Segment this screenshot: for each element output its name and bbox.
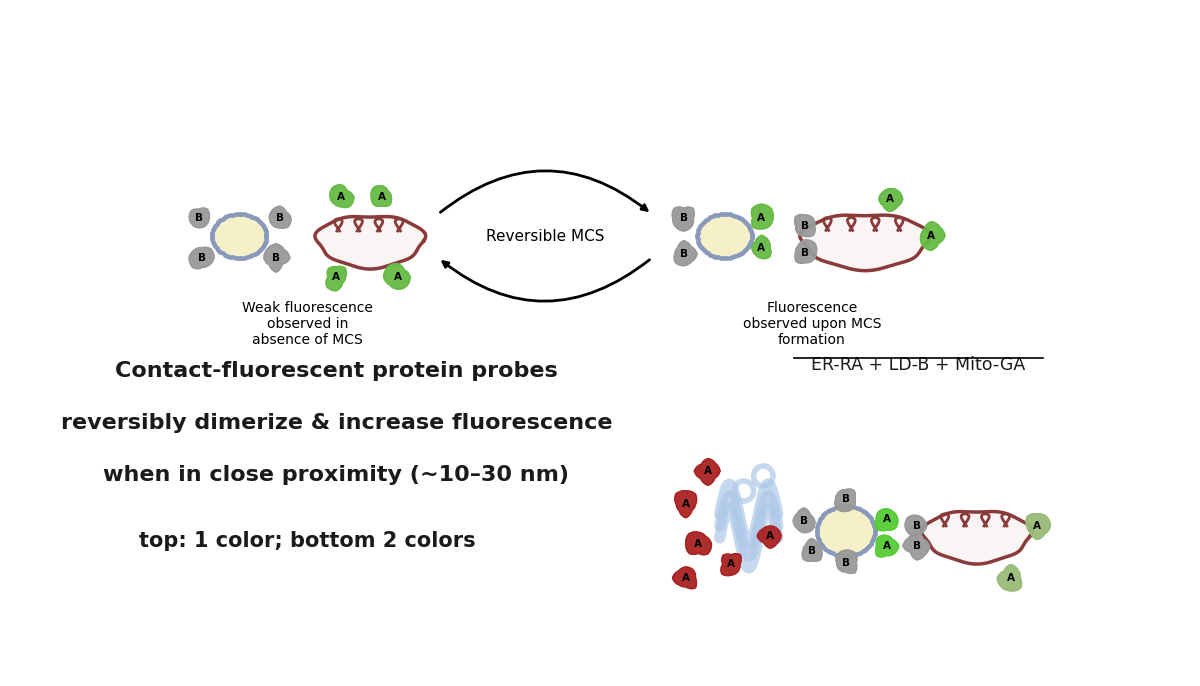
Ellipse shape [697, 214, 751, 258]
Polygon shape [330, 185, 354, 208]
Polygon shape [794, 215, 815, 237]
Text: A: A [1007, 573, 1015, 583]
Polygon shape [757, 526, 781, 548]
Polygon shape [672, 567, 696, 589]
Text: A: A [928, 231, 935, 241]
Polygon shape [878, 189, 902, 211]
Polygon shape [922, 512, 1032, 564]
Text: B: B [800, 516, 808, 526]
Text: ER-RA + LD-B + Mito-GA: ER-RA + LD-B + Mito-GA [811, 356, 1026, 374]
Text: A: A [882, 514, 890, 524]
Text: A: A [727, 559, 736, 569]
Text: Weak fluorescence
observed in
absence of MCS: Weak fluorescence observed in absence of… [241, 301, 373, 347]
Polygon shape [876, 535, 899, 557]
Text: A: A [704, 466, 712, 476]
Text: A: A [695, 539, 702, 549]
Text: A: A [682, 499, 690, 509]
Polygon shape [685, 532, 712, 555]
Text: B: B [802, 221, 809, 231]
Polygon shape [269, 206, 290, 228]
Text: B: B [194, 213, 203, 223]
Text: B: B [913, 521, 920, 531]
Text: A: A [757, 213, 766, 223]
Text: Fluorescence
observed upon MCS
formation: Fluorescence observed upon MCS formation [743, 301, 881, 347]
Polygon shape [674, 241, 697, 265]
Polygon shape [751, 204, 773, 229]
Ellipse shape [817, 506, 875, 556]
Polygon shape [875, 509, 898, 531]
Text: B: B [679, 213, 688, 223]
Text: B: B [272, 253, 280, 263]
Text: A: A [682, 573, 690, 583]
Text: reversibly dimerize & increase fluorescence: reversibly dimerize & increase fluoresce… [60, 413, 612, 433]
Polygon shape [672, 207, 695, 231]
Polygon shape [1026, 514, 1050, 539]
Polygon shape [674, 491, 697, 518]
Polygon shape [793, 508, 815, 532]
Text: A: A [332, 272, 341, 282]
Polygon shape [371, 185, 391, 206]
Polygon shape [836, 550, 857, 573]
Polygon shape [264, 244, 290, 272]
Polygon shape [314, 217, 426, 269]
Text: A: A [394, 272, 402, 282]
Polygon shape [721, 554, 742, 576]
Text: B: B [679, 249, 688, 259]
Text: B: B [913, 541, 920, 551]
Polygon shape [920, 222, 944, 250]
Polygon shape [326, 266, 347, 291]
Text: A: A [757, 243, 766, 253]
Text: B: B [198, 253, 206, 263]
Text: B: B [841, 558, 850, 568]
Text: B: B [802, 248, 809, 258]
Polygon shape [190, 208, 210, 228]
Text: A: A [882, 541, 890, 551]
Text: A: A [886, 194, 894, 204]
Polygon shape [384, 263, 410, 289]
Ellipse shape [212, 214, 266, 258]
Polygon shape [905, 515, 926, 537]
Polygon shape [902, 532, 930, 560]
Text: A: A [337, 192, 346, 202]
Polygon shape [794, 240, 817, 263]
Text: Contact-fluorescent protein probes: Contact-fluorescent protein probes [115, 361, 558, 381]
Polygon shape [835, 489, 856, 512]
Text: A: A [766, 531, 774, 541]
Text: B: B [808, 546, 816, 556]
Polygon shape [695, 459, 720, 485]
Text: top: 1 color; bottom 2 colors: top: 1 color; bottom 2 colors [139, 531, 475, 551]
Text: Reversible MCS: Reversible MCS [486, 228, 605, 244]
Polygon shape [752, 235, 770, 259]
Polygon shape [803, 539, 822, 561]
Text: A: A [378, 192, 386, 202]
Text: when in close proximity (∼10–30 nm): when in close proximity (∼10–30 nm) [103, 465, 569, 485]
Polygon shape [997, 565, 1021, 591]
Polygon shape [190, 247, 214, 269]
Text: B: B [841, 494, 850, 504]
Polygon shape [799, 215, 931, 271]
Text: B: B [276, 213, 284, 223]
Text: A: A [1033, 521, 1040, 531]
